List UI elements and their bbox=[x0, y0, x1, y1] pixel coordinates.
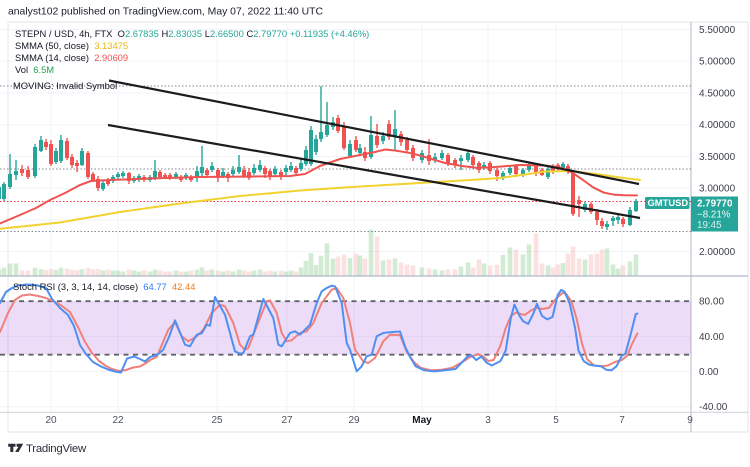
svg-text:−8.21%: −8.21% bbox=[697, 209, 731, 220]
svg-text:80.00: 80.00 bbox=[699, 297, 724, 308]
svg-text:40.00: 40.00 bbox=[699, 332, 724, 343]
svg-text:29: 29 bbox=[348, 415, 360, 426]
svg-text:TradingView: TradingView bbox=[26, 443, 87, 455]
svg-text:3.50000: 3.50000 bbox=[699, 152, 736, 163]
svg-text:0.00: 0.00 bbox=[699, 367, 719, 378]
svg-text:analyst102 published on Tradin: analyst102 published on TradingView.com,… bbox=[8, 7, 323, 18]
svg-text:4.50000: 4.50000 bbox=[699, 89, 736, 100]
svg-text:5: 5 bbox=[553, 415, 559, 426]
svg-text:4.00000: 4.00000 bbox=[699, 120, 736, 131]
svg-text:Stoch RSI (3, 3, 14, 14, close: Stoch RSI (3, 3, 14, 14, close) 64.77 42… bbox=[13, 281, 195, 292]
svg-text:3: 3 bbox=[485, 415, 491, 426]
svg-text:9: 9 bbox=[687, 415, 693, 426]
svg-text:22: 22 bbox=[112, 415, 124, 426]
svg-text:SMMA (50, close) 3.13475: SMMA (50, close) 3.13475 bbox=[15, 40, 128, 51]
svg-text:5.00000: 5.00000 bbox=[699, 57, 736, 68]
svg-text:3.00000: 3.00000 bbox=[699, 184, 736, 195]
svg-text:20: 20 bbox=[45, 415, 57, 426]
svg-text:STEPN / USD, 4h, FTX O2.67835: STEPN / USD, 4h, FTX O2.67835 H2.83035 L… bbox=[15, 28, 369, 39]
svg-text:7: 7 bbox=[619, 415, 625, 426]
svg-text:25: 25 bbox=[211, 415, 223, 426]
svg-text:GMTUSD: GMTUSD bbox=[647, 197, 688, 208]
svg-text:Vol 6.5M: Vol 6.5M bbox=[15, 64, 54, 75]
svg-text:2.00000: 2.00000 bbox=[699, 247, 736, 258]
svg-text:27: 27 bbox=[281, 415, 293, 426]
svg-text:5.50000: 5.50000 bbox=[699, 25, 736, 36]
svg-text:SMMA (14, close) 2.90609: SMMA (14, close) 2.90609 bbox=[15, 52, 128, 63]
svg-text:MOVING: Invalid Symbol: MOVING: Invalid Symbol bbox=[13, 80, 117, 91]
svg-text:May: May bbox=[412, 415, 432, 426]
svg-text:19:45: 19:45 bbox=[697, 220, 722, 231]
svg-text:2.79770: 2.79770 bbox=[697, 199, 733, 210]
svg-text:-40.00: -40.00 bbox=[699, 402, 728, 413]
